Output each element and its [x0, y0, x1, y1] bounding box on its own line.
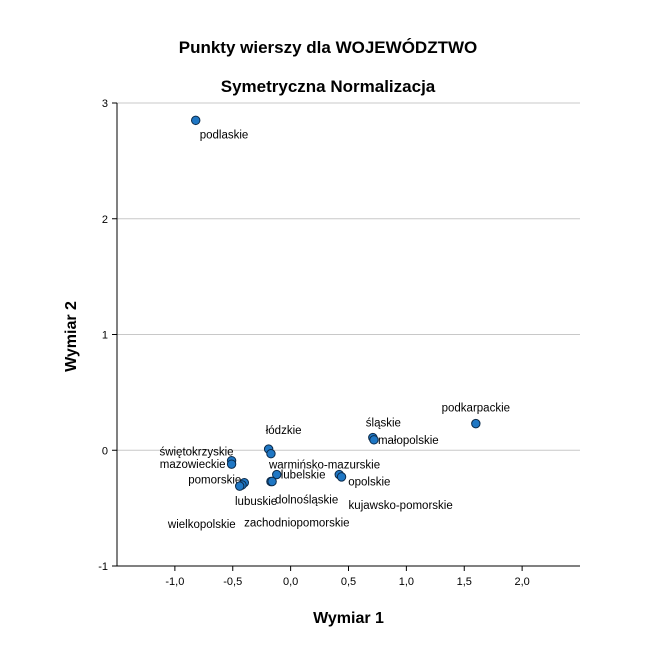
point-label: łódzkie — [266, 425, 302, 437]
point-label: podlaskie — [200, 129, 249, 141]
point-marker — [226, 459, 237, 469]
point-marker — [369, 435, 379, 445]
point-marker — [191, 115, 201, 126]
point-marker — [266, 449, 276, 459]
point-marker — [336, 472, 347, 482]
x-tick-label: 2,0 — [514, 576, 529, 588]
x-tick-label: 1,0 — [399, 576, 414, 588]
point-label: dolnośląskie — [275, 495, 338, 507]
y-tick-label: 1 — [102, 330, 108, 342]
point-label: opolskie — [348, 477, 390, 489]
y-tick-label: 0 — [102, 445, 108, 457]
point-label: małopolskie — [378, 435, 439, 447]
y-axis-title: Wymiar 2 — [63, 301, 80, 372]
point-marker — [267, 476, 277, 487]
y-tick-label: 3 — [102, 98, 108, 110]
x-tick-label: 0,5 — [341, 576, 356, 588]
point-label: świętokrzyskie — [159, 447, 233, 459]
point-label: pomorskie — [188, 475, 241, 487]
point-label: warmińsko-mazurskie — [268, 460, 380, 472]
point-label: mazowieckie — [160, 459, 226, 471]
x-tick-label: 0,0 — [283, 576, 298, 588]
point-label: podkarpackie — [442, 403, 510, 415]
point-label: śląskie — [366, 418, 401, 430]
x-axis-title: Wymiar 1 — [313, 610, 384, 627]
chart-subtitle: Symetryczna Normalizacja — [220, 77, 436, 96]
point-marker — [272, 469, 282, 480]
x-tick-label: 1,5 — [457, 576, 472, 588]
point-label: kujawsko-pomorskie — [349, 500, 453, 512]
chart-title: Punkty wierszy dla WOJEWÓDZTWO — [178, 38, 478, 57]
point-label: lubelskie — [281, 470, 326, 482]
point-label: wielkopolskie — [167, 519, 236, 531]
x-tick-label: -1,0 — [165, 576, 184, 588]
y-tick-label: 2 — [102, 214, 108, 226]
point-label: zachodniopomorskie — [244, 518, 349, 530]
point-marker — [234, 481, 245, 491]
point-marker — [471, 418, 481, 429]
point-label: lubuskie — [235, 496, 277, 508]
x-tick-label: -0,5 — [223, 576, 242, 588]
y-tick-label: -1 — [98, 561, 108, 573]
